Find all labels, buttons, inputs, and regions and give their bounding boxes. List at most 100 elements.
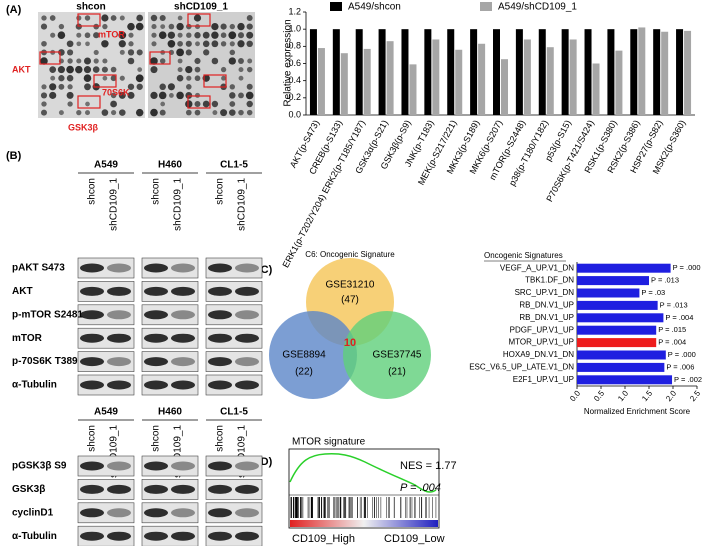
x-tick-label: 1.0 [616, 388, 630, 403]
array-spot [229, 109, 236, 116]
array-spot [246, 109, 253, 116]
array-spot [246, 31, 254, 39]
blot-band [171, 508, 195, 518]
bar [332, 29, 340, 116]
array-spot [102, 23, 108, 30]
blot-band [107, 531, 131, 541]
y-tick-label: RB_DN.V1_UP [519, 313, 574, 322]
array-spot [211, 31, 219, 39]
array-spot [185, 40, 192, 47]
set-name: GSE37745 [373, 350, 422, 361]
row-label: pAKT S473 [12, 263, 65, 274]
array-spot [128, 32, 134, 38]
x-axis-label: Normalized Enrichment Score [584, 407, 691, 416]
array-spot [238, 109, 244, 116]
array-spot [229, 41, 235, 47]
array-spot [67, 101, 73, 107]
set-count: (21) [388, 367, 406, 378]
blot-band [107, 508, 131, 518]
array-spot [151, 41, 157, 47]
bar [386, 41, 394, 115]
bar [470, 29, 478, 116]
bar [409, 64, 417, 115]
y-tick-label: 0.0 [288, 109, 301, 119]
rank-strip [290, 520, 438, 527]
array-spot [93, 32, 100, 39]
array-spot [238, 75, 244, 81]
array-spot [41, 15, 47, 21]
bar [493, 29, 500, 116]
array-image [148, 12, 255, 118]
array-spot [158, 31, 167, 40]
blot-box [77, 257, 135, 279]
array-spot [101, 14, 109, 22]
blot-box [205, 374, 263, 396]
overlap-count: 10 [344, 337, 356, 349]
array-spot [238, 58, 244, 64]
array-spot [93, 49, 99, 55]
target-label: 70S6K [102, 87, 130, 97]
blot-band [144, 380, 168, 390]
array-spot [245, 91, 254, 100]
nes-label: NES = 1.77 [400, 460, 457, 472]
bar [317, 48, 325, 115]
y-tick-label: RB_DN.V1_UP [519, 301, 574, 310]
enrichment-curve [289, 453, 437, 493]
array-spot [211, 100, 219, 108]
blot-box [77, 502, 135, 524]
array-spot [58, 23, 65, 30]
highlight-box [187, 13, 211, 27]
array-spot [151, 32, 157, 38]
bar [424, 29, 432, 116]
array-spot [186, 84, 192, 90]
array-spot [58, 110, 64, 116]
array-spot [177, 15, 183, 21]
highlight-box [39, 51, 61, 65]
array-spot [118, 31, 127, 40]
blot-band [171, 263, 195, 273]
array-spot [246, 100, 253, 108]
blot-box [205, 479, 263, 500]
array-spot [66, 74, 74, 82]
array-spot [220, 32, 227, 39]
array-spot [128, 41, 134, 47]
array-spot [119, 15, 125, 21]
annotation: P = .006 [666, 362, 694, 371]
blot-band [144, 310, 168, 320]
array-spot [246, 23, 253, 30]
blot-band [235, 461, 259, 471]
panel-label: (B) [6, 150, 22, 162]
group-label: H460 [158, 160, 182, 171]
blot-band [80, 286, 104, 296]
blot-band [107, 333, 131, 343]
y-tick-label: ESC_V6.5_UP_LATE.V1_DN [469, 363, 574, 372]
row-label: p-70S6K T389 [12, 356, 78, 367]
array-spot [194, 75, 201, 82]
array-spot [76, 32, 82, 38]
blot-band [171, 484, 195, 494]
blot-box [205, 502, 263, 524]
lane-label: shCD109_1 [109, 425, 120, 478]
bar [515, 29, 523, 116]
array-spot [136, 14, 144, 22]
annotation: P = .002 [674, 375, 702, 384]
array-spot [185, 49, 192, 56]
legend-label: A549/shcon [348, 2, 401, 13]
y-tick-label: 1.0 [288, 24, 301, 34]
array-spot [49, 66, 57, 73]
array-spot [135, 74, 144, 83]
blot-box [77, 374, 135, 396]
array-spot [185, 65, 193, 74]
y-tick-label: 1.2 [288, 6, 301, 16]
blot-box [141, 502, 199, 524]
bar [538, 29, 546, 116]
y-tick-label: SRC_UP.V1_DN [515, 288, 575, 297]
array-spot [93, 58, 99, 64]
blot-band [235, 357, 259, 367]
bar [661, 31, 669, 115]
array-spot [76, 41, 82, 47]
bar [455, 49, 463, 116]
row-label: p-mTOR S2481 [12, 309, 83, 320]
array-spot [127, 49, 135, 56]
